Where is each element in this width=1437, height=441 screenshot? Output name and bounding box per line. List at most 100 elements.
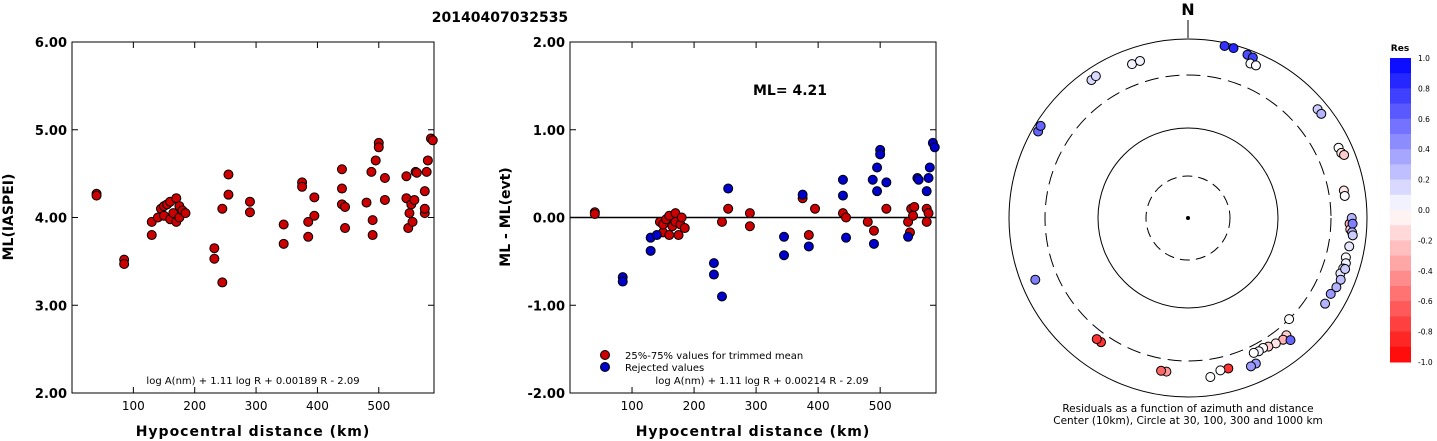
colorbar-tick-label: 0.4 bbox=[1418, 145, 1430, 154]
colorbar-cell bbox=[1390, 316, 1411, 333]
data-point bbox=[366, 166, 377, 177]
station-residual-point bbox=[1316, 108, 1327, 119]
x-tick-label: 100 bbox=[122, 399, 145, 413]
data-point bbox=[427, 135, 438, 146]
y-tick-label: 2.00 bbox=[533, 36, 565, 51]
y-tick-label: 2.00 bbox=[35, 387, 67, 402]
colorbar-cell bbox=[1390, 58, 1411, 74]
data-point bbox=[589, 208, 600, 219]
data-point bbox=[881, 203, 892, 214]
colorbar-cell bbox=[1390, 210, 1411, 226]
station-residual-point bbox=[1320, 298, 1331, 309]
data-point bbox=[708, 269, 719, 280]
data-point bbox=[336, 183, 347, 194]
data-point bbox=[803, 241, 814, 252]
station-residual-point bbox=[1248, 347, 1259, 358]
station-residual-point bbox=[1347, 218, 1358, 229]
data-point bbox=[407, 216, 418, 227]
data-point bbox=[723, 183, 734, 194]
data-point bbox=[180, 208, 191, 219]
data-point bbox=[367, 215, 378, 226]
colorbar-cell bbox=[1390, 134, 1411, 150]
data-point bbox=[744, 208, 755, 219]
data-point bbox=[862, 216, 873, 227]
data-point bbox=[923, 173, 934, 184]
data-point bbox=[921, 186, 932, 197]
data-point bbox=[421, 166, 432, 177]
colorbar-tick-label: 1.0 bbox=[1418, 54, 1430, 63]
data-point bbox=[244, 196, 255, 207]
station-residual-point bbox=[1245, 361, 1256, 372]
data-point bbox=[837, 174, 848, 185]
station-residual-point bbox=[1344, 241, 1355, 252]
ring-30km bbox=[1145, 175, 1231, 261]
data-point bbox=[837, 190, 848, 201]
station-residual-point bbox=[1335, 274, 1346, 285]
data-point bbox=[924, 162, 935, 173]
y-tick-label: 6.00 bbox=[35, 36, 67, 51]
legend-marker-rejected bbox=[600, 362, 610, 372]
data-point bbox=[909, 201, 920, 212]
x-tick-label: 300 bbox=[245, 399, 268, 413]
data-point bbox=[708, 258, 719, 269]
y-axis-label: ML(IASPEI) bbox=[1, 174, 17, 261]
data-point bbox=[881, 177, 892, 188]
data-point bbox=[303, 231, 314, 242]
data-point bbox=[370, 155, 381, 166]
data-point bbox=[716, 216, 727, 227]
station-residual-point bbox=[1156, 365, 1167, 376]
data-point bbox=[908, 210, 919, 221]
data-point bbox=[875, 149, 886, 160]
x-tick-label: 100 bbox=[621, 399, 644, 413]
data-point bbox=[867, 174, 878, 185]
y-axis-label: ML - ML(evt) bbox=[498, 167, 514, 266]
data-point bbox=[673, 230, 684, 241]
center-dot bbox=[1186, 216, 1190, 220]
colorbar-cell bbox=[1390, 179, 1411, 196]
y-tick-label: -2.00 bbox=[528, 387, 565, 402]
data-point bbox=[913, 174, 924, 185]
ring-300km bbox=[1044, 74, 1332, 362]
panel-ml-vs-distance: 100 200 300 400 500 2.00 3.00 4.00 5.00 6.00 Hypo… bbox=[1, 36, 438, 440]
y-tick-label: 4.00 bbox=[35, 212, 67, 227]
data-point bbox=[841, 212, 852, 223]
data-point bbox=[209, 243, 220, 254]
y-tick-label: 1.00 bbox=[533, 124, 565, 139]
x-tick-label: 200 bbox=[183, 399, 206, 413]
panel-polar-residuals: N Residuals as a function of azimuth and… bbox=[1008, 0, 1368, 427]
colorbar-cell bbox=[1390, 88, 1411, 105]
data-point bbox=[923, 208, 934, 219]
data-point bbox=[797, 189, 808, 200]
data-point bbox=[841, 232, 852, 243]
data-point bbox=[209, 253, 220, 264]
data-point bbox=[404, 208, 415, 219]
figure-title: 20140407032535 bbox=[432, 10, 568, 26]
panel-residual-vs-distance: 100 200 300 400 500 -2.00 -1.00 0.00 1.00 2.00 ML… bbox=[498, 36, 940, 440]
colorbar-cell bbox=[1390, 286, 1411, 302]
data-point bbox=[146, 230, 157, 241]
colorbar-cell bbox=[1390, 225, 1411, 241]
data-point bbox=[679, 223, 690, 234]
y-tick-label: 3.00 bbox=[35, 299, 67, 314]
colorbar-cell bbox=[1390, 270, 1411, 287]
colorbar-tick-label: 0.0 bbox=[1418, 206, 1430, 215]
colorbar-cell bbox=[1390, 240, 1411, 257]
colorbar-tick-label: 0.6 bbox=[1418, 115, 1430, 124]
data-point bbox=[744, 221, 755, 232]
x-tick-label: 500 bbox=[869, 399, 892, 413]
colorbar-tick-label: -1.0 bbox=[1418, 358, 1433, 367]
data-point bbox=[779, 250, 790, 261]
y-tick-label: 5.00 bbox=[35, 124, 67, 139]
data-point bbox=[223, 169, 234, 180]
station-residual-point bbox=[1035, 120, 1046, 131]
colorbar-cell bbox=[1390, 331, 1411, 348]
colorbar-tick-label: -0.6 bbox=[1418, 297, 1433, 306]
data-point bbox=[278, 219, 289, 230]
station-residual-point bbox=[1090, 71, 1101, 82]
data-point bbox=[309, 210, 320, 221]
station-residual-point bbox=[1331, 282, 1342, 293]
x-tick-label: 400 bbox=[807, 399, 830, 413]
station-residual-point bbox=[1030, 274, 1041, 285]
colorbar-tick-label: -0.2 bbox=[1418, 236, 1433, 245]
